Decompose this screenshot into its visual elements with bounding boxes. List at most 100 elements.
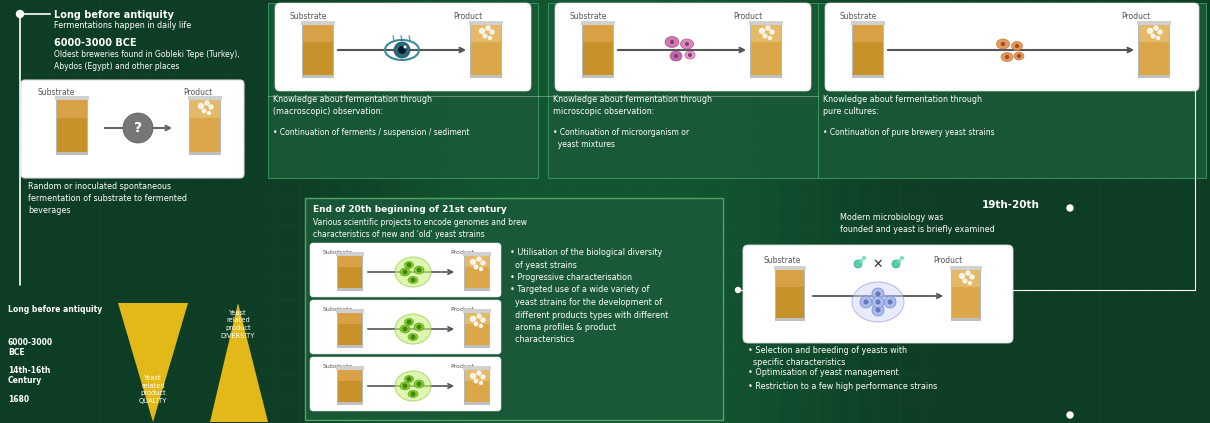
Circle shape [859, 259, 863, 263]
Ellipse shape [997, 39, 1009, 49]
Text: • Utilisation of the biological diversity
  of yeast strains
• Progressive chara: • Utilisation of the biological diversit… [509, 248, 668, 344]
Bar [463, 309, 491, 313]
Circle shape [685, 42, 688, 46]
Text: Knowledge about fermentation through
microscopic observation:: Knowledge about fermentation through mic… [553, 95, 711, 116]
Bar [852, 23, 885, 75]
Bar [200, 0, 600, 423]
Text: 6000-3000
BCE: 6000-3000 BCE [8, 338, 53, 357]
Circle shape [900, 256, 904, 260]
Bar [302, 25, 333, 75]
Circle shape [471, 316, 476, 321]
Bar [267, 3, 538, 178]
Text: Product: Product [450, 307, 474, 312]
FancyBboxPatch shape [555, 3, 811, 91]
Bar [302, 25, 333, 42]
Text: Substrate: Substrate [570, 12, 607, 21]
Bar [280, 0, 680, 423]
Bar [465, 370, 489, 381]
Circle shape [486, 26, 490, 30]
Bar [319, 0, 720, 423]
Bar [463, 345, 490, 348]
Bar [190, 100, 220, 118]
Text: Knowledge about fermentation through
pure cultures:: Knowledge about fermentation through pur… [823, 95, 983, 116]
Bar [463, 288, 490, 291]
Bar [56, 152, 88, 155]
Bar [469, 75, 502, 78]
Circle shape [862, 256, 866, 260]
Bar [57, 100, 87, 118]
Circle shape [766, 26, 770, 30]
Text: Substrate: Substrate [38, 88, 75, 97]
Text: Knowledge about fermentation through
(macroscopic) observation:: Knowledge about fermentation through (ma… [273, 95, 432, 116]
Text: • Continuation of ferments / suspension / sediment: • Continuation of ferments / suspension … [273, 128, 469, 137]
Bar [401, 0, 800, 423]
Circle shape [760, 28, 765, 33]
FancyBboxPatch shape [275, 3, 531, 91]
Bar [818, 3, 1206, 178]
Bar [54, 96, 90, 100]
Bar [1139, 25, 1169, 42]
Bar [583, 25, 613, 42]
Text: • Continuation of pure brewery yeast strains: • Continuation of pure brewery yeast str… [823, 128, 995, 137]
Text: • Restriction to a few high performance strains: • Restriction to a few high performance … [748, 382, 938, 391]
Bar [465, 313, 489, 324]
Bar [852, 75, 885, 78]
Bar [548, 3, 818, 178]
Circle shape [872, 288, 885, 300]
Circle shape [872, 304, 885, 316]
Ellipse shape [685, 51, 695, 59]
Text: Product: Product [453, 12, 483, 21]
Text: Substrate: Substrate [840, 12, 877, 21]
Bar [301, 21, 335, 25]
Bar [336, 252, 364, 256]
Bar [305, 198, 724, 420]
Ellipse shape [414, 323, 424, 331]
Ellipse shape [404, 376, 414, 382]
Circle shape [477, 257, 482, 261]
Text: Product: Product [183, 88, 212, 97]
Circle shape [403, 384, 408, 388]
Bar [338, 345, 363, 348]
Bar [1137, 23, 1170, 75]
Circle shape [968, 281, 972, 285]
Text: 14th-16th
Century: 14th-16th Century [8, 366, 51, 385]
Circle shape [204, 101, 209, 105]
Bar [540, 0, 940, 423]
Circle shape [403, 327, 408, 332]
Bar [853, 25, 883, 75]
Circle shape [970, 275, 974, 279]
Text: Modern microbiology was
founded and yeast is briefly examined: Modern microbiology was founded and yeas… [840, 213, 995, 234]
Text: Long before antiquity: Long before antiquity [8, 305, 103, 314]
Circle shape [398, 46, 407, 54]
Circle shape [123, 113, 152, 143]
Bar [750, 75, 782, 78]
Text: Substrate: Substrate [323, 364, 353, 369]
Text: • Selection and breeding of yeasts with
  specific characteristics: • Selection and breeding of yeasts with … [748, 346, 908, 367]
Circle shape [770, 30, 774, 34]
Bar [220, 0, 620, 423]
Bar [465, 256, 489, 288]
Circle shape [207, 112, 211, 115]
Circle shape [407, 319, 411, 324]
Bar [302, 75, 334, 78]
Text: ✕: ✕ [872, 258, 883, 270]
Circle shape [897, 259, 901, 263]
Ellipse shape [1014, 52, 1024, 60]
Text: Random or inoculated spontaneous
fermentation of substrate to fermented
beverage: Random or inoculated spontaneous ferment… [28, 182, 188, 215]
Text: Substrate: Substrate [764, 256, 800, 265]
Bar [750, 23, 782, 75]
Text: Yeast
related
product
QUALITY: Yeast related product QUALITY [139, 375, 167, 404]
Bar [463, 254, 490, 288]
Bar [952, 270, 980, 318]
Circle shape [471, 374, 476, 379]
Text: Various scientific projects to encode genomes and brew
characteristics of new an: Various scientific projects to encode ge… [313, 218, 528, 239]
FancyBboxPatch shape [21, 80, 244, 178]
Bar [774, 318, 805, 321]
Text: • Optimisation of yeast management: • Optimisation of yeast management [748, 368, 899, 377]
Bar [469, 23, 502, 75]
Ellipse shape [414, 266, 424, 274]
Bar [463, 402, 490, 405]
Text: Substrate: Substrate [323, 250, 353, 255]
Circle shape [410, 392, 415, 396]
Text: Product: Product [1120, 12, 1151, 21]
